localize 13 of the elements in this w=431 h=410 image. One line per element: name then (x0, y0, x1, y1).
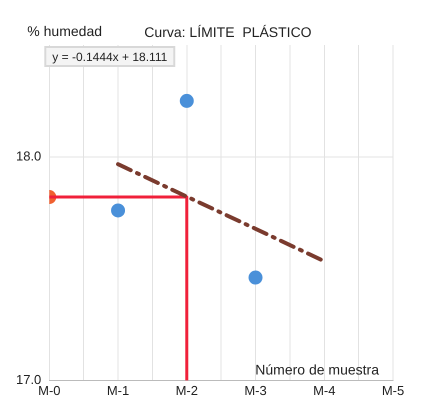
chart-title: Curva: LÍMITE PLÁSTICO (144, 24, 312, 40)
x-tick-label: M-4 (313, 382, 336, 398)
x-tick-label: M-2 (176, 382, 198, 398)
annotation: y = -0.1444x + 18.111 (52, 50, 168, 64)
x-tick-label: M-1 (106, 382, 130, 398)
x-tick-label: M-3 (244, 382, 267, 398)
point (180, 94, 194, 108)
y-tick-label: 18.0 (16, 148, 42, 164)
point (248, 270, 263, 285)
x-axis-title: Número de muestra (255, 361, 380, 378)
point (111, 203, 126, 218)
x-tick-label: M-5 (382, 382, 404, 398)
y-axis-title: % humedad (27, 23, 102, 39)
